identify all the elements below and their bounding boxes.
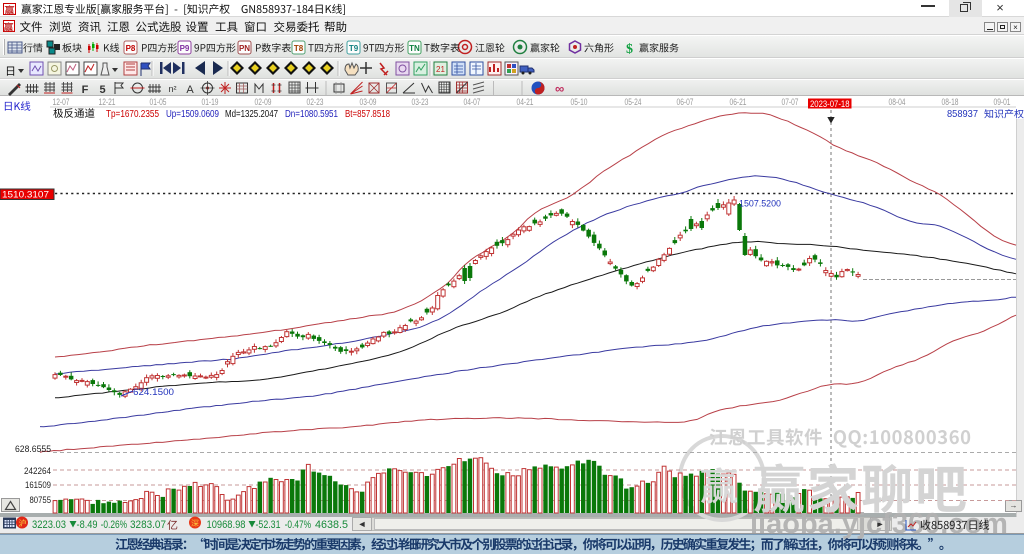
svg-text:06-07: 06-07 <box>677 97 694 107</box>
svg-text:01-05: 01-05 <box>150 97 167 107</box>
svg-text:3223.03: 3223.03 <box>32 519 66 531</box>
svg-text:n²: n² <box>168 84 176 94</box>
svg-text:T8: T8 <box>294 44 304 53</box>
svg-text:3283.07: 3283.07 <box>130 519 166 531</box>
svg-text:242264: 242264 <box>24 466 51 476</box>
svg-text:05-10: 05-10 <box>571 97 588 107</box>
svg-text:4638.5: 4638.5 <box>315 519 348 531</box>
svg-text:12-07: 12-07 <box>53 97 70 107</box>
svg-text:02-09: 02-09 <box>255 97 272 107</box>
svg-text:628.6555: 628.6555 <box>15 444 51 454</box>
svg-text:858937: 858937 <box>947 108 978 120</box>
svg-text:80755: 80755 <box>30 495 52 505</box>
svg-text:TN: TN <box>409 44 420 53</box>
svg-text:161509: 161509 <box>25 480 51 490</box>
svg-text:04-07: 04-07 <box>464 97 481 107</box>
svg-text:∞: ∞ <box>555 81 564 96</box>
svg-text:08-18: 08-18 <box>942 97 959 107</box>
svg-text:04-21: 04-21 <box>517 97 534 107</box>
svg-text:08-04: 08-04 <box>889 97 906 107</box>
svg-text:Up=1509.0609: Up=1509.0609 <box>166 109 219 120</box>
svg-text:01-19: 01-19 <box>202 97 219 107</box>
svg-text:-52.31: -52.31 <box>256 519 281 531</box>
svg-text:03-23: 03-23 <box>412 97 429 107</box>
svg-text:P8: P8 <box>126 44 136 53</box>
svg-text:P9: P9 <box>180 44 190 53</box>
svg-text:PN: PN <box>239 44 250 53</box>
svg-text:02-23: 02-23 <box>307 97 324 107</box>
svg-text:$: $ <box>626 42 633 57</box>
svg-text:-0.47%: -0.47% <box>285 519 312 531</box>
svg-text:624.1500: 624.1500 <box>133 387 174 398</box>
svg-text:-0.26%: -0.26% <box>101 519 128 531</box>
svg-text:Tp=1670.2355: Tp=1670.2355 <box>106 109 159 120</box>
svg-text:2023-07-18: 2023-07-18 <box>810 99 850 109</box>
svg-text:1507.5200: 1507.5200 <box>739 199 781 210</box>
svg-text:Md=1325.2047: Md=1325.2047 <box>225 109 278 120</box>
svg-text:Dn=1080.5951: Dn=1080.5951 <box>285 109 338 120</box>
svg-text:A: A <box>186 84 194 96</box>
svg-text:5: 5 <box>99 84 105 96</box>
svg-text:F: F <box>82 84 89 96</box>
svg-text:07-07: 07-07 <box>782 97 799 107</box>
svg-text:T9: T9 <box>349 44 359 53</box>
svg-text:1510.3107: 1510.3107 <box>2 190 49 201</box>
svg-text:10968.98: 10968.98 <box>207 519 246 531</box>
svg-text:12-21: 12-21 <box>99 97 116 107</box>
svg-text:03-09: 03-09 <box>360 97 377 107</box>
svg-text:21: 21 <box>436 65 445 74</box>
svg-text:05-24: 05-24 <box>625 97 642 107</box>
svg-text:06-21: 06-21 <box>730 97 747 107</box>
svg-text:Bt=857.8518: Bt=857.8518 <box>345 109 390 120</box>
svg-text:-8.49: -8.49 <box>77 519 98 531</box>
svg-text:09-01: 09-01 <box>994 97 1011 107</box>
